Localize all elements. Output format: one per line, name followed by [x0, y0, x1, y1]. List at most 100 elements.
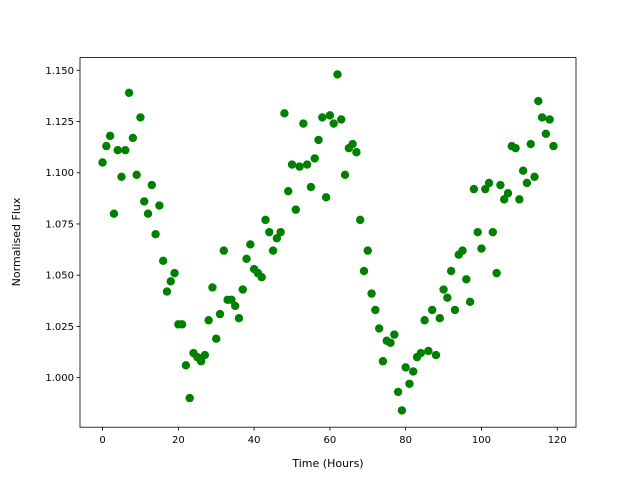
- data-point: [488, 227, 498, 237]
- data-point: [291, 205, 300, 214]
- data-point: [348, 139, 357, 149]
- data-point: [136, 113, 145, 122]
- data-point: [140, 197, 149, 206]
- data-point: [340, 170, 350, 179]
- data-point: [374, 324, 384, 333]
- data-point: [147, 180, 157, 190]
- y-tick-label: 1.150: [45, 66, 74, 77]
- data-point: [295, 162, 304, 171]
- data-point: [280, 109, 289, 118]
- data-point: [276, 227, 285, 237]
- data-point: [511, 143, 520, 153]
- data-point: [537, 113, 547, 122]
- data-point: [534, 96, 543, 106]
- data-point: [162, 287, 172, 296]
- y-tick-label: 1.000: [45, 373, 74, 384]
- x-tick-label: 80: [399, 435, 412, 446]
- data-point: [420, 316, 429, 325]
- data-point: [215, 309, 225, 319]
- data-point: [549, 141, 558, 151]
- data-point: [371, 305, 380, 315]
- data-point: [98, 158, 107, 167]
- data-point: [462, 275, 471, 284]
- data-point: [477, 244, 486, 253]
- x-tick-label: 60: [324, 435, 337, 446]
- data-point: [473, 227, 482, 237]
- data-point: [212, 334, 221, 343]
- y-axis-label: Normalised Flux: [10, 197, 23, 286]
- data-point: [390, 330, 399, 339]
- plot-frame: [79, 57, 577, 428]
- data-point: [196, 357, 206, 366]
- data-point: [503, 189, 513, 198]
- data-point: [416, 348, 426, 358]
- data-point: [181, 361, 191, 370]
- data-point: [359, 266, 369, 276]
- data-point: [265, 227, 274, 237]
- data-point: [443, 293, 452, 302]
- data-point: [499, 195, 509, 204]
- data-point: [424, 346, 433, 356]
- data-point: [329, 119, 338, 128]
- y-tick-label: 1.125: [45, 117, 74, 128]
- data-point: [284, 186, 293, 196]
- data-point: [481, 184, 490, 194]
- data-point: [113, 146, 122, 155]
- y-tick-label: 1.075: [45, 219, 74, 230]
- data-point: [272, 234, 282, 243]
- data-point: [204, 316, 213, 325]
- data-point: [306, 182, 316, 192]
- data-point: [166, 277, 175, 286]
- data-point: [227, 295, 236, 304]
- data-point: [318, 113, 327, 122]
- data-point: [386, 338, 395, 347]
- data-point: [219, 246, 228, 255]
- data-point: [492, 268, 501, 278]
- data-point: [431, 350, 441, 360]
- data-point: [238, 285, 247, 294]
- data-point: [409, 367, 418, 376]
- data-point: [143, 209, 153, 218]
- data-point: [246, 240, 255, 249]
- x-tick-label: 0: [99, 435, 105, 446]
- data-point: [446, 266, 456, 276]
- data-point: [314, 135, 323, 145]
- data-point: [526, 139, 535, 149]
- data-point: [310, 154, 319, 163]
- x-tick-label: 120: [548, 435, 567, 446]
- data-point: [230, 301, 240, 311]
- data-point: [405, 379, 414, 388]
- x-tick-label: 40: [248, 435, 261, 446]
- data-point: [177, 320, 187, 329]
- y-tick-label: 1.050: [45, 271, 74, 282]
- data-point: [109, 209, 119, 218]
- data-point: [128, 133, 138, 143]
- data-point: [337, 115, 346, 124]
- y-tick-label: 1.100: [45, 168, 74, 179]
- data-point: [234, 314, 244, 323]
- data-point: [257, 273, 266, 282]
- data-point: [363, 246, 372, 255]
- data-point: [124, 88, 134, 98]
- data-point: [242, 254, 251, 263]
- data-point: [208, 283, 217, 292]
- data-point: [105, 131, 115, 141]
- data-point: [117, 172, 126, 182]
- data-point: [158, 256, 168, 266]
- x-tick-label: 20: [172, 435, 185, 446]
- data-point: [132, 170, 141, 179]
- y-tick-label: 1.025: [45, 322, 74, 333]
- data-point: [435, 314, 444, 323]
- data-point: [378, 357, 388, 366]
- data-point: [261, 215, 270, 225]
- data-point: [333, 70, 342, 79]
- data-point: [102, 141, 111, 151]
- data-point: [530, 172, 539, 182]
- x-tick-label: 100: [472, 435, 491, 446]
- data-point: [302, 160, 312, 169]
- data-point: [151, 230, 160, 239]
- data-point: [469, 184, 479, 194]
- data-point: [287, 160, 297, 169]
- data-point: [185, 393, 194, 403]
